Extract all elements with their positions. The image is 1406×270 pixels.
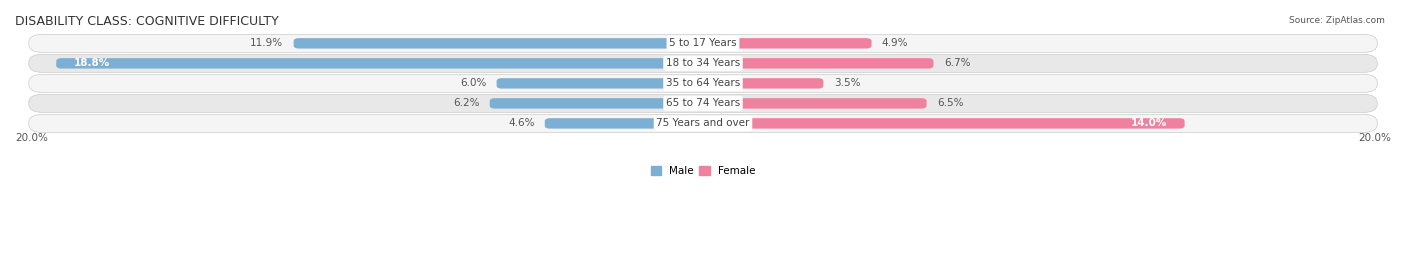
Text: 6.7%: 6.7% bbox=[943, 58, 970, 68]
Text: 4.6%: 4.6% bbox=[508, 119, 534, 129]
Text: 11.9%: 11.9% bbox=[250, 38, 284, 48]
Text: 75 Years and over: 75 Years and over bbox=[657, 119, 749, 129]
FancyBboxPatch shape bbox=[28, 34, 1378, 52]
FancyBboxPatch shape bbox=[703, 78, 824, 89]
FancyBboxPatch shape bbox=[294, 38, 703, 49]
Text: 35 to 64 Years: 35 to 64 Years bbox=[666, 78, 740, 88]
FancyBboxPatch shape bbox=[703, 58, 934, 69]
FancyBboxPatch shape bbox=[28, 94, 1378, 112]
Text: 14.0%: 14.0% bbox=[1130, 119, 1167, 129]
Text: 20.0%: 20.0% bbox=[1358, 133, 1391, 143]
Text: 18.8%: 18.8% bbox=[73, 58, 110, 68]
Text: 6.2%: 6.2% bbox=[453, 98, 479, 108]
FancyBboxPatch shape bbox=[703, 98, 927, 109]
FancyBboxPatch shape bbox=[703, 38, 872, 49]
Text: Source: ZipAtlas.com: Source: ZipAtlas.com bbox=[1289, 16, 1385, 25]
FancyBboxPatch shape bbox=[28, 114, 1378, 132]
Text: 4.9%: 4.9% bbox=[882, 38, 908, 48]
Text: 65 to 74 Years: 65 to 74 Years bbox=[666, 98, 740, 108]
Legend: Male, Female: Male, Female bbox=[651, 166, 755, 176]
FancyBboxPatch shape bbox=[544, 118, 703, 129]
FancyBboxPatch shape bbox=[489, 98, 703, 109]
FancyBboxPatch shape bbox=[56, 58, 703, 69]
Text: 18 to 34 Years: 18 to 34 Years bbox=[666, 58, 740, 68]
FancyBboxPatch shape bbox=[703, 118, 1185, 129]
Text: 6.0%: 6.0% bbox=[460, 78, 486, 88]
FancyBboxPatch shape bbox=[496, 78, 703, 89]
Text: 3.5%: 3.5% bbox=[834, 78, 860, 88]
Text: 5 to 17 Years: 5 to 17 Years bbox=[669, 38, 737, 48]
Text: 20.0%: 20.0% bbox=[15, 133, 48, 143]
FancyBboxPatch shape bbox=[28, 54, 1378, 72]
Text: DISABILITY CLASS: COGNITIVE DIFFICULTY: DISABILITY CLASS: COGNITIVE DIFFICULTY bbox=[15, 15, 278, 28]
FancyBboxPatch shape bbox=[28, 74, 1378, 92]
Text: 6.5%: 6.5% bbox=[936, 98, 963, 108]
